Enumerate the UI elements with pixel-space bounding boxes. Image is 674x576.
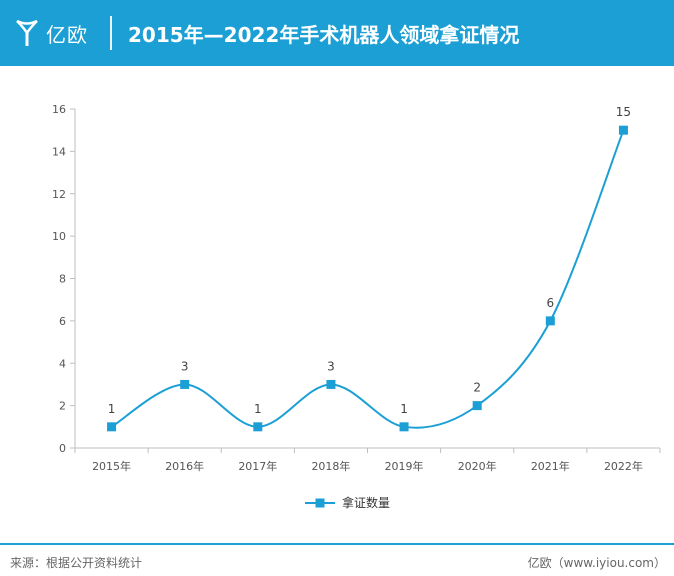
header-divider xyxy=(110,16,112,50)
data-point xyxy=(107,422,117,432)
logo-text: 亿欧 xyxy=(46,22,88,47)
data-point xyxy=(399,422,409,432)
data-label: 2 xyxy=(473,381,481,395)
y-tick-label: 6 xyxy=(59,315,66,328)
y-tick-labels: 0 2 4 6 8 10 12 14 16 xyxy=(52,103,66,455)
x-tick-label: 2018年 xyxy=(311,459,350,473)
series-group: 1 3 1 3 1 2 6 15 xyxy=(107,105,631,432)
x-tick-label: 2022年 xyxy=(604,459,643,473)
x-tick-label: 2020年 xyxy=(458,459,497,473)
data-point xyxy=(545,316,555,326)
data-label: 3 xyxy=(181,359,189,373)
data-point xyxy=(618,125,628,135)
y-tick-label: 14 xyxy=(52,145,66,158)
source-note: 来源：根据公开资料统计 xyxy=(10,556,143,570)
legend: 拿证数量 xyxy=(305,495,390,510)
y-tick-label: 8 xyxy=(59,273,66,286)
data-point xyxy=(180,379,190,389)
x-tick-label: 2016年 xyxy=(165,459,204,473)
data-label: 1 xyxy=(400,402,408,416)
x-tick-label: 2021年 xyxy=(531,459,570,473)
x-tick-labels: 2015年 2016年 2017年 2018年 2019年 2020年 2021年 2022年 xyxy=(92,459,643,473)
axes xyxy=(70,108,661,453)
y-tick-label: 0 xyxy=(59,442,66,455)
data-point xyxy=(253,422,263,432)
chart-area: 0 2 4 6 8 10 12 14 16 2015年 2016年 2017年 2018年 2019年 2… xyxy=(0,66,674,534)
y-tick-label: 4 xyxy=(59,357,66,370)
y-tick-label: 16 xyxy=(52,103,66,116)
data-point xyxy=(326,379,336,389)
y-tick-label: 2 xyxy=(59,400,66,413)
x-tick-label: 2019年 xyxy=(385,459,424,473)
data-label: 6 xyxy=(546,296,554,310)
data-label: 1 xyxy=(108,402,116,416)
legend-label: 拿证数量 xyxy=(342,495,390,510)
data-label: 1 xyxy=(254,402,262,416)
x-tick-label: 2017年 xyxy=(238,459,277,473)
legend-marker xyxy=(315,498,325,508)
data-label: 15 xyxy=(616,105,631,119)
footer-bar: 来源：根据公开资料统计 亿欧（www.iyiou.com） xyxy=(0,543,674,576)
yiou-y-logo-icon xyxy=(16,19,38,46)
data-point xyxy=(472,401,482,411)
y-tick-label: 10 xyxy=(52,230,66,243)
x-tick-label: 2015年 xyxy=(92,459,131,473)
logo: 亿欧 xyxy=(14,13,88,53)
y-tick-label: 12 xyxy=(52,188,66,201)
header-bar: 亿欧 2015年—2022年手术机器人领域拿证情况 xyxy=(0,0,674,66)
brand-credit: 亿欧（www.iyiou.com） xyxy=(527,556,666,570)
series-line xyxy=(111,129,625,429)
data-label: 3 xyxy=(327,359,335,373)
page-title: 2015年—2022年手术机器人领域拿证情况 xyxy=(128,22,520,47)
